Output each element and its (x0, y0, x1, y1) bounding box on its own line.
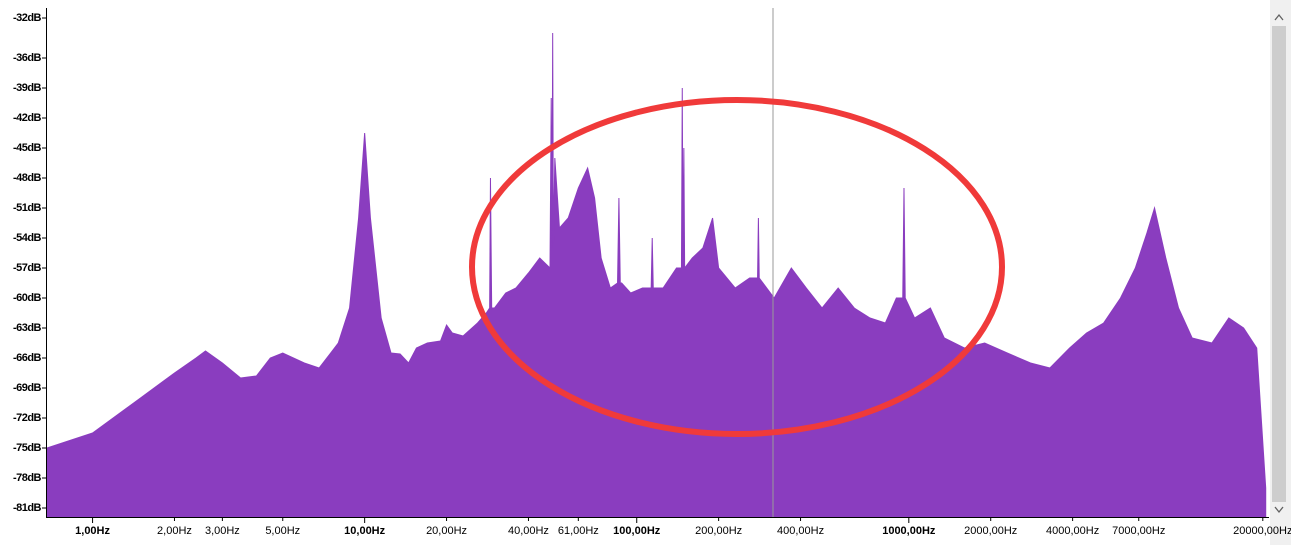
y-tick-label: -72dB (13, 412, 42, 424)
y-tick-label: -63dB (13, 322, 42, 334)
x-tick-label: 4000,00Hz (1046, 525, 1099, 537)
x-tick-label: 1,00Hz (75, 525, 110, 537)
y-tick-label: -78dB (13, 472, 42, 484)
y-tick-label: -54dB (13, 232, 42, 244)
plot-area (46, 32, 1267, 518)
x-tick-label: 3,00Hz (205, 525, 240, 537)
scroll-up-arrow[interactable] (1274, 13, 1284, 21)
x-tick-label: 2,00Hz (157, 525, 192, 537)
y-tick-label: -51dB (13, 202, 42, 214)
y-tick-label: -36dB (13, 52, 42, 64)
scroll-down-arrow[interactable] (1274, 506, 1284, 514)
highlight-ellipse (469, 97, 1005, 437)
x-tick-label: 40,00Hz (508, 525, 549, 537)
x-tick-label: 5,00Hz (265, 525, 300, 537)
spectrum-area (46, 32, 1267, 518)
y-tick-label: -42dB (13, 112, 42, 124)
x-tick-label: 61,00Hz (558, 525, 599, 537)
y-tick-label: -66dB (13, 352, 42, 364)
scrollbar-thumb[interactable] (1272, 26, 1286, 502)
x-tick-label: 10,00Hz (344, 525, 385, 537)
y-tick-label: -75dB (13, 442, 42, 454)
y-tick-label: -69dB (13, 382, 42, 394)
y-tick-label: -39dB (13, 82, 42, 94)
x-tick-label: 400,00Hz (777, 525, 824, 537)
x-tick-label: 100,00Hz (613, 525, 661, 537)
x-tick-label: 20000,00Hz (1233, 525, 1291, 537)
x-tick-label: 2000,00Hz (964, 525, 1017, 537)
y-tick-label: -81dB (13, 502, 42, 514)
x-tick-label: 20,00Hz (426, 525, 467, 537)
x-tick-label: 200,00Hz (695, 525, 742, 537)
x-tick-label: 1000,00Hz (882, 525, 936, 537)
y-tick-label: -32dB (13, 12, 42, 24)
y-tick-label: -45dB (13, 142, 42, 154)
y-tick-label: -60dB (13, 292, 42, 304)
y-tick-label: -57dB (13, 262, 42, 274)
x-tick-label: 7000,00Hz (1112, 525, 1165, 537)
y-tick-label: -48dB (13, 172, 42, 184)
